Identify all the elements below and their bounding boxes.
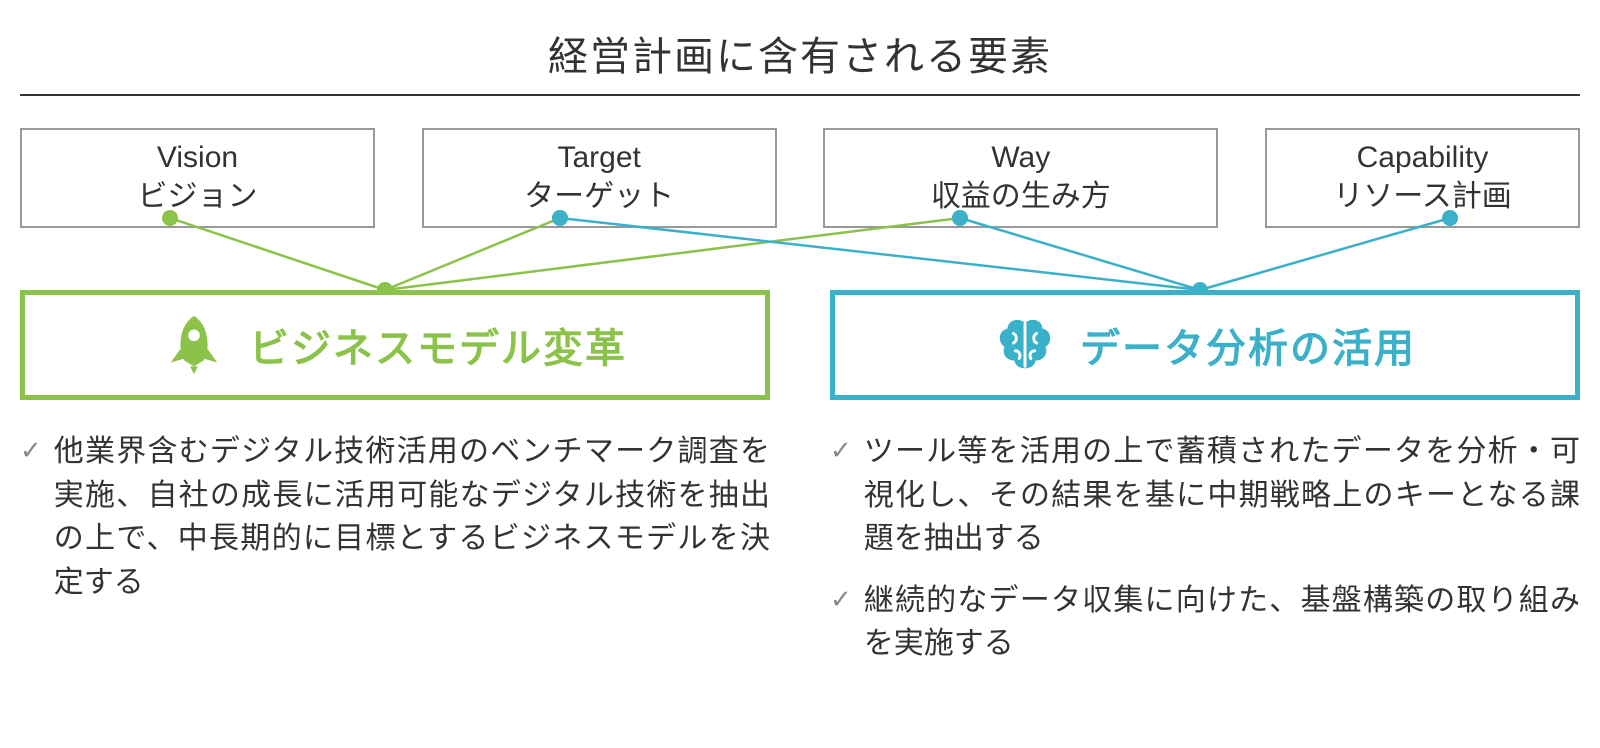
page-title: 経営計画に含有される要素 [0, 24, 1600, 82]
bullet-item: ✓ 他業界含むデジタル技術活用のベンチマーク調査を実施、自社の成長に活用可能なデジ… [20, 430, 770, 604]
element-target: Targetターゲット [422, 128, 777, 228]
element-label-jp: リソース計画 [1271, 177, 1574, 216]
themes-row: ビジネスモデル変革 データ分析の活用 [20, 290, 1580, 400]
title-rule [20, 94, 1580, 96]
bullet-item: ✓ 継続的なデータ収集に向けた、基盤構築の取り組みを実施する [830, 579, 1580, 666]
element-label-en: Vision [26, 138, 369, 177]
check-icon: ✓ [830, 432, 852, 468]
element-label-jp: ビジョン [26, 177, 369, 216]
theme-label: ビジネスモデル変革 [249, 316, 627, 374]
element-label-en: Way [829, 138, 1212, 177]
elements-row: Visionビジョン Targetターゲット Way収益の生み方 Capability… [20, 128, 1580, 228]
element-label-en: Capability [1271, 138, 1574, 177]
rocket-icon [163, 314, 225, 376]
bullet-item: ✓ ツール等を活用の上で蓄積されたデータを分析・可視化し、その結果を基に中期戦略上… [830, 430, 1580, 561]
bullet-text: 継続的なデータ収集に向けた、基盤構築の取り組みを実施する [864, 579, 1580, 666]
element-label-jp: ターゲット [428, 177, 771, 216]
element-vision: Visionビジョン [20, 128, 375, 228]
check-icon: ✓ [830, 581, 852, 617]
element-label-jp: 収益の生み方 [829, 177, 1212, 216]
bullets-row: ✓ 他業界含むデジタル技術活用のベンチマーク調査を実施、自社の成長に活用可能なデジ… [20, 430, 1580, 684]
bullet-text: ツール等を活用の上で蓄積されたデータを分析・可視化し、その結果を基に中期戦略上の… [864, 430, 1580, 561]
brain-icon [994, 314, 1056, 376]
check-icon: ✓ [20, 432, 42, 468]
bullet-text: 他業界含むデジタル技術活用のベンチマーク調査を実施、自社の成長に活用可能なデジタ… [54, 430, 770, 604]
theme-label: データ分析の活用 [1080, 316, 1416, 374]
element-way: Way収益の生み方 [823, 128, 1218, 228]
bullets-business-model: ✓ 他業界含むデジタル技術活用のベンチマーク調査を実施、自社の成長に活用可能なデジ… [20, 430, 770, 684]
bullets-data-analytics: ✓ ツール等を活用の上で蓄積されたデータを分析・可視化し、その結果を基に中期戦略上… [830, 430, 1580, 684]
theme-business-model: ビジネスモデル変革 [20, 290, 770, 400]
element-label-en: Target [428, 138, 771, 177]
element-capability: Capabilityリソース計画 [1265, 128, 1580, 228]
theme-data-analytics: データ分析の活用 [830, 290, 1580, 400]
